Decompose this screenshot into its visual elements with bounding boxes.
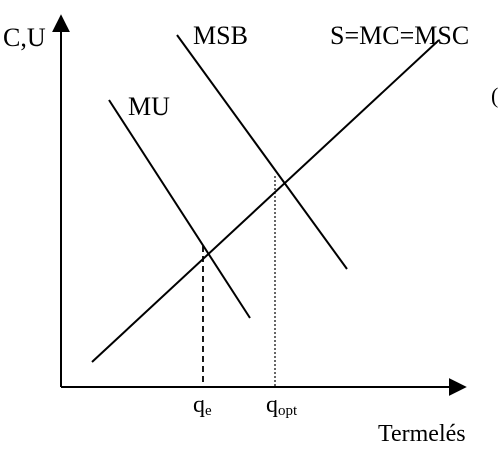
- x-axis-label: Termelés: [378, 421, 466, 447]
- stray-glyph: (: [491, 83, 498, 108]
- msb-line: [176, 34, 348, 270]
- msb-label: MSB: [193, 21, 248, 50]
- mu-line: [108, 99, 251, 319]
- qopt-label: qopt: [266, 392, 298, 419]
- mu-label: MU: [128, 92, 170, 121]
- y-axis-label: C,U: [3, 23, 46, 52]
- supply-line: [91, 39, 440, 363]
- qe-label: qe: [193, 392, 212, 419]
- supply-label: S=MC=MSC: [330, 21, 469, 50]
